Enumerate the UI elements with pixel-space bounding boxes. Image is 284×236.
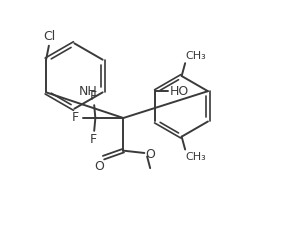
Text: NH: NH bbox=[79, 85, 98, 98]
Text: HO: HO bbox=[170, 85, 189, 98]
Text: O: O bbox=[145, 148, 155, 161]
Text: F: F bbox=[89, 133, 97, 146]
Text: F: F bbox=[72, 111, 79, 125]
Text: CH₃: CH₃ bbox=[186, 152, 206, 162]
Text: O: O bbox=[94, 160, 104, 173]
Text: CH₃: CH₃ bbox=[186, 51, 206, 61]
Text: Cl: Cl bbox=[43, 30, 55, 43]
Text: F: F bbox=[89, 90, 97, 103]
